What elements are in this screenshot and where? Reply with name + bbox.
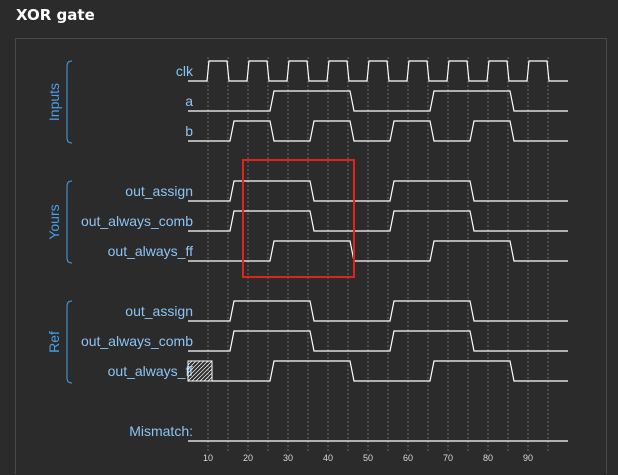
waveform-panel: Inputs clk a b Yours out_assign out_always_com… bbox=[15, 38, 607, 474]
hatch-line bbox=[199, 368, 213, 382]
time-tick-label: 10 bbox=[203, 453, 213, 463]
waveform-out_always_ff bbox=[188, 240, 568, 262]
mismatch-label: Mismatch: bbox=[129, 423, 193, 439]
hatch-line bbox=[187, 360, 193, 366]
signal-label: out_always_comb bbox=[81, 333, 193, 349]
hatch-line bbox=[187, 360, 209, 382]
time-tick-label: 80 bbox=[483, 453, 493, 463]
waveform-clk bbox=[188, 60, 568, 82]
page-title: XOR gate bbox=[16, 6, 95, 24]
signal-label: out_always_ff bbox=[108, 243, 193, 259]
hatch-line bbox=[203, 372, 213, 382]
group-bracket bbox=[66, 300, 73, 384]
hatch-line bbox=[187, 360, 205, 378]
signal-label: clk bbox=[176, 63, 194, 79]
hatch-line bbox=[191, 360, 213, 382]
time-tick-label: 60 bbox=[403, 453, 413, 463]
signal-label: out_assign bbox=[125, 183, 193, 199]
signal-label: out_always_comb bbox=[81, 213, 193, 229]
hatch-line bbox=[207, 376, 213, 382]
hatch-line bbox=[187, 360, 197, 370]
group-bracket bbox=[66, 60, 73, 144]
group-label: Inputs bbox=[46, 83, 62, 121]
waveform-out_always_ff bbox=[212, 360, 568, 382]
hatch-line bbox=[187, 360, 201, 374]
signal-label: a bbox=[185, 93, 193, 109]
signal-label: out_always_ff bbox=[108, 363, 193, 379]
waveform-out_always_comb bbox=[188, 330, 568, 352]
time-tick-label: 90 bbox=[523, 453, 533, 463]
waveform-b bbox=[188, 120, 568, 142]
hatch-line bbox=[195, 364, 213, 382]
group-bracket bbox=[66, 180, 73, 264]
group-label: Ref bbox=[46, 331, 62, 353]
signal-label: out_assign bbox=[125, 303, 193, 319]
mismatch-highlight-box bbox=[242, 159, 355, 278]
waveform-out_always_comb bbox=[188, 210, 568, 232]
group-label: Yours bbox=[46, 204, 62, 239]
waveform-out_assign bbox=[188, 300, 568, 322]
signal-label: b bbox=[185, 123, 193, 139]
waveform-a bbox=[188, 90, 568, 112]
time-tick-label: 30 bbox=[283, 453, 293, 463]
time-tick-label: 70 bbox=[443, 453, 453, 463]
waveform-out_assign bbox=[188, 180, 568, 202]
timing-diagram: Inputs clk ab Yours out_assign out_always_com… bbox=[46, 57, 568, 463]
time-tick-label: 20 bbox=[243, 453, 253, 463]
time-tick-label: 50 bbox=[363, 453, 373, 463]
time-tick-label: 40 bbox=[323, 453, 333, 463]
